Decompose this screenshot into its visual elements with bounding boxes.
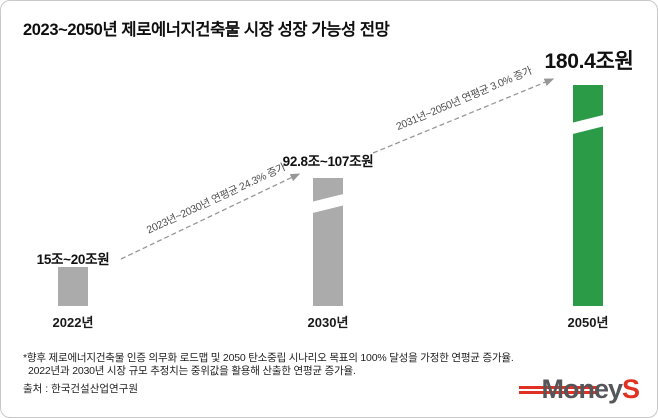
logo-red-line [519,386,599,389]
logo-text: MoneyS [541,373,640,405]
logo-text-s: S [621,374,640,404]
axis-break-2050 [566,114,610,135]
value-label-2022: 15조~20조원 [36,252,110,267]
arrow-2023-2030 [120,173,301,260]
category-label-2030: 2030년 [307,315,349,330]
chart-title: 2023~2050년 제로에너지건축물 시장 성장 가능성 전망 [23,21,390,39]
category-label-2050: 2050년 [567,315,609,330]
axis-break-2030 [306,193,350,214]
logo-text-money: Money [541,374,623,404]
logo-red-line [519,391,599,394]
bar-2022 [58,267,88,306]
bar-2030 [306,178,350,306]
value-label-2030: 92.8조~107조원 [282,154,374,169]
footnote-line-1: *향후 제로에너지건축물 인증 의무화 로드맵 및 2050 탄소중립 시나리오… [23,352,514,364]
footnote-line-2: 2022년과 2030년 시장 규모 추정치는 중위값을 활용해 산출한 연평균… [28,365,356,377]
bar-2050 [566,85,610,306]
value-label-2050: 180.4조원 [544,50,634,73]
moneys-logo: MoneyS [519,373,640,405]
source-credit: 출처 : 한국건설산업연구원 [23,383,139,395]
category-label-2022: 2022년 [52,315,94,330]
